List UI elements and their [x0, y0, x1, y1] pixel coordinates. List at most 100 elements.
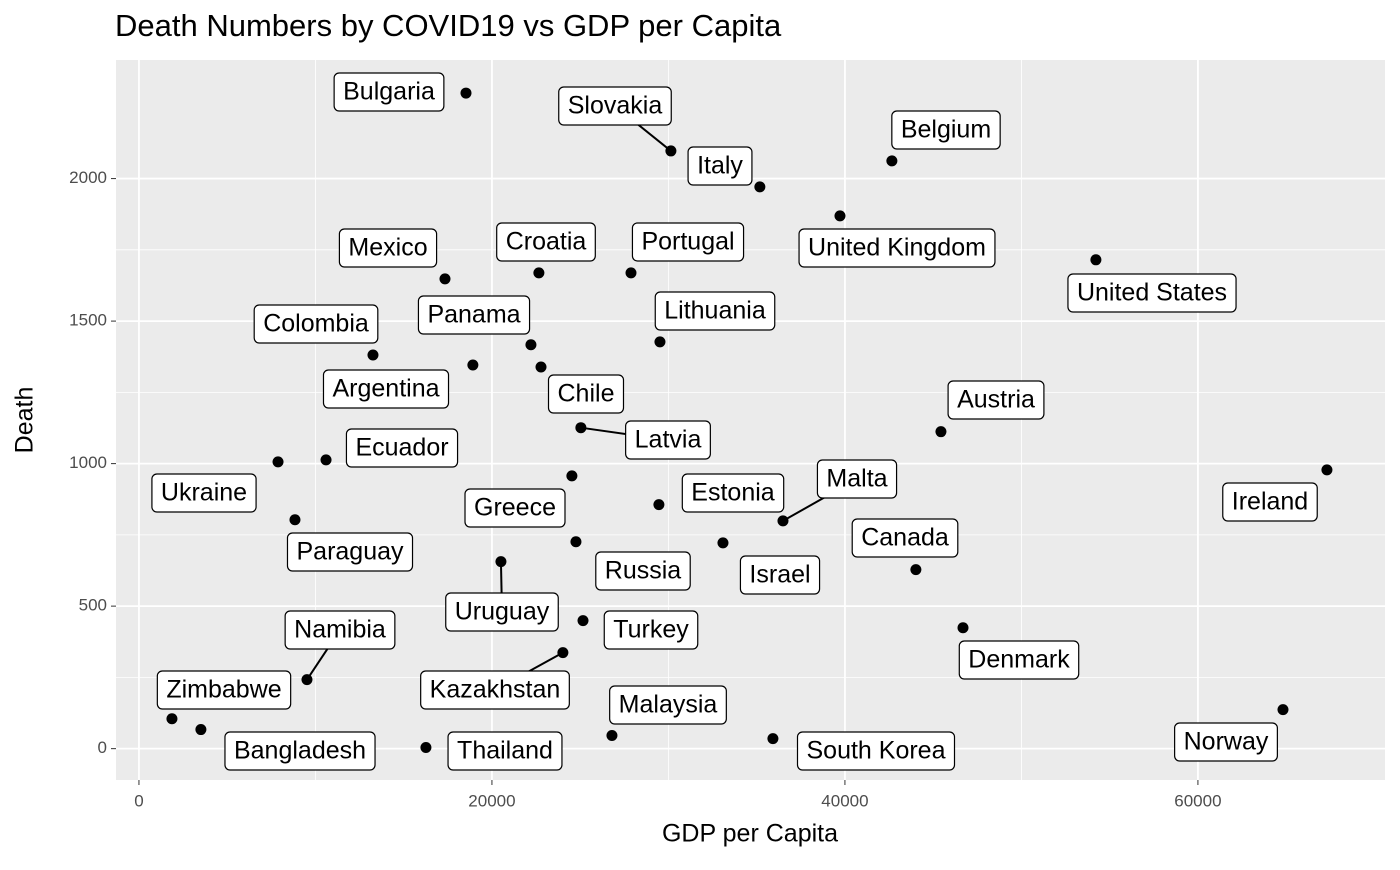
point-label: Zimbabwe [166, 676, 281, 704]
x-tick-label: 20000 [468, 791, 515, 810]
point [577, 615, 589, 627]
label-box [417, 295, 531, 335]
point-label: Chile [558, 380, 615, 408]
point [957, 622, 969, 634]
point-label: Denmark [968, 646, 1070, 674]
point-label: Malaysia [619, 691, 718, 719]
point [535, 361, 547, 373]
label-box [1067, 273, 1237, 313]
label-box [851, 518, 959, 558]
y-tick-label: 500 [79, 596, 107, 615]
point [320, 454, 332, 466]
point [575, 422, 587, 434]
point [767, 733, 779, 745]
point [557, 647, 569, 659]
point-label: Kazakhstan [430, 676, 561, 704]
point-label: Russia [605, 557, 682, 585]
label-box [558, 86, 672, 126]
point [654, 336, 666, 348]
point [754, 181, 766, 193]
label-box [816, 459, 898, 499]
label-box [798, 228, 996, 268]
point [653, 499, 665, 511]
point [566, 470, 578, 482]
point-label: Lithuania [664, 297, 766, 325]
y-tick-label: 1000 [69, 453, 107, 472]
label-box [595, 551, 691, 591]
point-label: Argentina [332, 375, 439, 403]
point [525, 339, 537, 351]
point [570, 536, 582, 548]
point [1321, 464, 1333, 476]
point [195, 724, 207, 736]
point-label: United States [1077, 279, 1227, 307]
label-box [447, 731, 563, 771]
point [367, 349, 379, 361]
x-tick-label: 40000 [821, 791, 868, 810]
point [495, 556, 507, 568]
label-box [151, 473, 257, 513]
label-box [687, 146, 753, 186]
label-box [796, 731, 956, 771]
chart-title: Death Numbers by COVID19 vs GDP per Capi… [115, 8, 782, 43]
point [289, 514, 301, 526]
label-box [333, 72, 445, 112]
point-label: South Korea [807, 737, 946, 765]
point-label: Namibia [294, 616, 386, 644]
label-box [284, 610, 396, 650]
label-box [420, 670, 570, 710]
y-axis-title: Death [11, 387, 39, 454]
label-box [603, 610, 699, 650]
point-label: Bulgaria [343, 78, 435, 106]
label-box [681, 473, 785, 513]
point-label: Mexico [348, 234, 427, 262]
label-box [947, 380, 1045, 420]
x-axis-title: GDP per Capita [662, 820, 838, 848]
label-box [609, 685, 727, 725]
point [777, 515, 789, 527]
label-box [345, 428, 459, 468]
point [665, 145, 677, 157]
point [467, 359, 479, 371]
label-box [547, 374, 625, 414]
point [625, 267, 637, 279]
point [886, 155, 898, 167]
y-tick-label: 1500 [69, 311, 107, 330]
point-label: Malta [826, 465, 887, 493]
point-label: Belgium [901, 116, 991, 144]
point-label: Italy [697, 152, 743, 180]
label-box [496, 222, 596, 262]
point [301, 674, 313, 686]
label-box [739, 555, 821, 595]
point-label: Ecuador [355, 434, 448, 462]
point [460, 87, 472, 99]
point-label: Bangladesh [234, 737, 366, 765]
point-label: Portugal [641, 228, 734, 256]
x-tick-label: 0 [134, 791, 143, 810]
label-box [631, 222, 745, 262]
y-tick-label: 0 [98, 738, 107, 757]
point [910, 564, 922, 576]
point-label: Estonia [691, 479, 774, 507]
point-label: Norway [1184, 728, 1269, 756]
point-label: Ukraine [161, 479, 247, 507]
point [935, 426, 947, 438]
point-label: Latvia [635, 426, 702, 454]
label-box [1222, 482, 1318, 522]
point [166, 713, 178, 725]
point-label: United Kingdom [808, 234, 986, 262]
label-box [322, 369, 450, 409]
label-box [286, 532, 414, 572]
point-label: Croatia [506, 228, 587, 256]
point-label: Paraguay [296, 538, 404, 566]
point [439, 273, 451, 285]
point-label: Uruguay [455, 598, 550, 626]
point-label: Slovakia [568, 92, 663, 120]
point-label: Israel [749, 561, 810, 589]
point [1277, 704, 1289, 716]
point [272, 456, 284, 468]
label-box [224, 731, 376, 771]
point-label: Thailand [457, 737, 553, 765]
label-box [156, 670, 292, 710]
